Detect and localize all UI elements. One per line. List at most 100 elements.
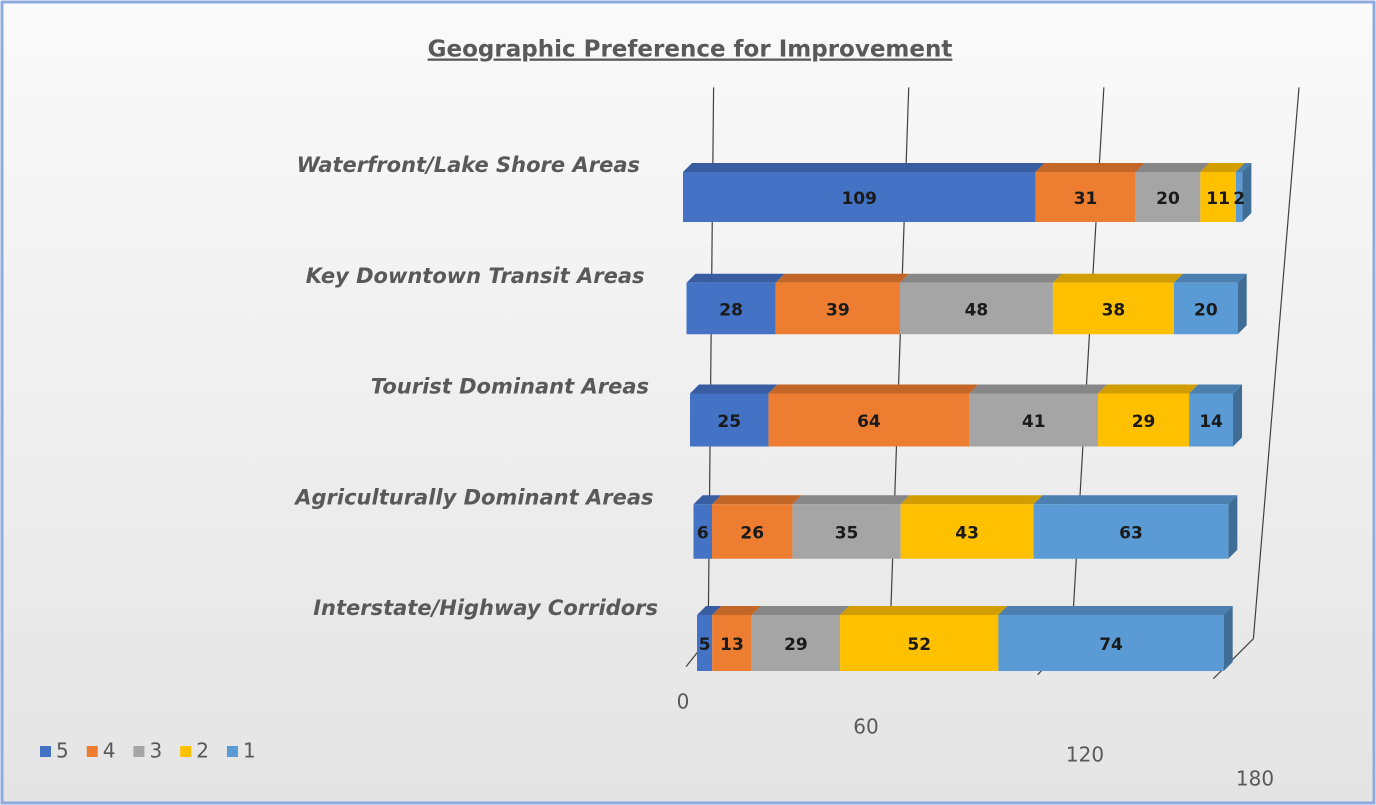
legend-label: 1 (243, 739, 256, 763)
value-label: 29 (784, 635, 808, 655)
bar (775, 282, 900, 335)
bar (712, 504, 793, 559)
bar-top (686, 273, 785, 283)
bar-top (751, 606, 850, 615)
bar (697, 615, 713, 671)
value-label: 6 (697, 524, 709, 544)
x-tick-label: 0 (677, 690, 690, 714)
value-label: 43 (955, 524, 979, 544)
bar-top (693, 495, 722, 505)
bar (998, 615, 1224, 671)
bar-top (697, 606, 722, 615)
bar (969, 393, 1099, 447)
bar (1173, 282, 1238, 335)
bar (840, 615, 999, 671)
bar (1189, 393, 1234, 447)
value-label: 13 (720, 635, 744, 655)
category-label: Agriculturally Dominant Areas (293, 485, 653, 509)
legend-swatch (133, 746, 145, 757)
bar-side (1223, 606, 1233, 671)
bar (792, 504, 901, 559)
bar-top (1189, 384, 1243, 394)
legend-label: 4 (103, 739, 116, 763)
grid-line (1252, 87, 1300, 639)
legend-label: 3 (149, 739, 162, 763)
bar-top (899, 273, 1062, 283)
bar-top (1200, 163, 1245, 172)
category-label: Waterfront/Lake Shore Areas (297, 153, 640, 177)
bar (1135, 172, 1201, 222)
bar-side (1237, 273, 1247, 335)
bar (686, 282, 776, 335)
bar-top (1098, 384, 1199, 394)
bar (1235, 172, 1243, 222)
value-label: 52 (907, 635, 931, 655)
bar-top (1052, 273, 1183, 283)
value-label: 35 (835, 524, 859, 544)
bar (690, 393, 769, 447)
bar (693, 504, 713, 559)
legend-swatch (86, 746, 98, 757)
bar-side (1233, 384, 1243, 447)
bar (1200, 172, 1236, 222)
category-label: Interstate/Highway Corridors (313, 596, 658, 620)
legend-swatch (180, 746, 192, 757)
category-label: Key Downtown Transit Areas (306, 264, 645, 288)
bar-top (840, 606, 1008, 615)
bar-top (1033, 495, 1238, 505)
value-label: 20 (1194, 301, 1218, 321)
x-tick-label: 60 (853, 715, 878, 739)
value-label: 26 (740, 524, 764, 544)
bar-top (1035, 163, 1145, 172)
legend-swatch (40, 746, 51, 757)
bar-top (1173, 273, 1247, 283)
bar-top (998, 606, 1233, 615)
bar-top (683, 163, 1045, 172)
value-label: 31 (1074, 189, 1098, 209)
bar (900, 504, 1034, 559)
legend-label: 5 (56, 739, 69, 763)
x-tick-label: 120 (1066, 743, 1104, 767)
value-label: 109 (841, 189, 877, 209)
value-label: 11 (1206, 189, 1230, 209)
value-label: 74 (1099, 635, 1123, 655)
legend-label: 2 (196, 739, 209, 763)
x-tick-label: 180 (1236, 767, 1274, 791)
value-label: 25 (717, 412, 741, 432)
bar-top (712, 606, 761, 615)
bar-top (900, 495, 1043, 505)
bar-side (1242, 163, 1252, 222)
bar-top (690, 384, 778, 394)
value-label: 48 (965, 301, 989, 321)
bar (1033, 504, 1229, 559)
bar-top (768, 384, 979, 394)
bar-top (1135, 163, 1210, 172)
value-label: 20 (1156, 189, 1180, 209)
bar (712, 615, 752, 671)
value-label: 63 (1119, 524, 1143, 544)
bar (768, 393, 970, 447)
bar (1052, 282, 1174, 335)
value-label: 39 (826, 301, 850, 321)
bar-side (1228, 495, 1238, 559)
value-label: 2 (1233, 189, 1245, 209)
chart-title: Geographic Preference for Improvement (428, 37, 953, 63)
value-label: 28 (719, 301, 743, 321)
category-label: Tourist Dominant Areas (371, 375, 649, 399)
value-label: 29 (1132, 412, 1156, 432)
bar-top (1235, 163, 1252, 172)
legend-swatch (226, 746, 238, 757)
value-label: 64 (857, 412, 881, 432)
bar (1098, 393, 1190, 447)
value-label: 14 (1199, 412, 1223, 432)
bar (751, 615, 841, 671)
value-label: 38 (1102, 301, 1126, 321)
bar (1035, 172, 1136, 222)
value-label: 5 (699, 635, 711, 655)
bar-top (969, 384, 1108, 394)
bar (899, 282, 1053, 335)
bar-top (712, 495, 802, 505)
value-label: 41 (1022, 412, 1046, 432)
bar (683, 172, 1036, 222)
